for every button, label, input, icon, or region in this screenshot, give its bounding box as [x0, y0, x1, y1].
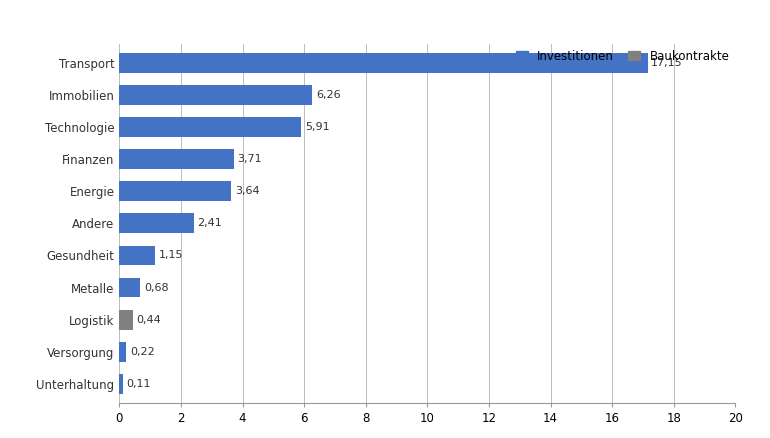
Bar [119, 278, 140, 297]
Bar [119, 374, 122, 394]
Text: 3,71: 3,71 [237, 154, 262, 164]
Text: 1,15: 1,15 [159, 251, 183, 261]
Text: 6,26: 6,26 [316, 90, 340, 100]
Bar [119, 310, 133, 329]
Text: Chinesische Investitionen und Baukontrakte in Deutschland nach Sektoren 2005–201: Chinesische Investitionen und Baukontrak… [6, 12, 688, 22]
Text: 2,41: 2,41 [197, 219, 222, 228]
Bar [119, 117, 301, 137]
Text: 0,68: 0,68 [144, 283, 169, 293]
Legend: Investitionen, Baukontrakte: Investitionen, Baukontrakte [516, 49, 729, 63]
Bar [119, 53, 648, 73]
Text: 0,11: 0,11 [126, 379, 151, 389]
Bar [119, 246, 155, 265]
Bar [119, 213, 193, 233]
Text: 17,15: 17,15 [651, 58, 683, 68]
Bar [119, 85, 312, 105]
Text: 0,44: 0,44 [136, 314, 162, 325]
Bar [119, 149, 233, 169]
Text: 0,22: 0,22 [130, 346, 155, 357]
Text: 5,91: 5,91 [305, 122, 330, 132]
Text: 3,64: 3,64 [235, 186, 259, 196]
Bar [119, 181, 232, 201]
Bar [119, 342, 126, 362]
